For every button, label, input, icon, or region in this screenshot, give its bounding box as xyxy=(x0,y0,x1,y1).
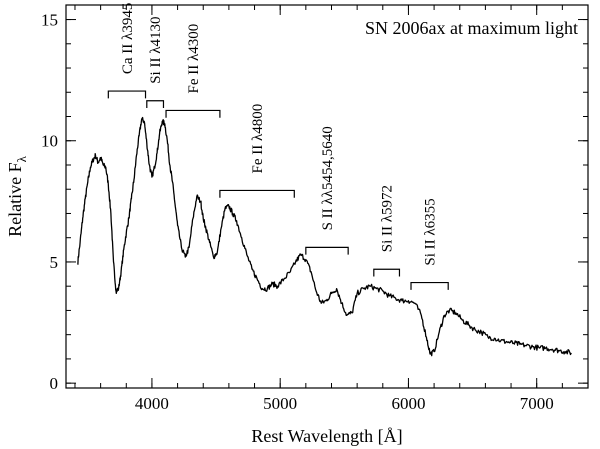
spectrum-line xyxy=(77,116,572,357)
annotation-bracket xyxy=(146,100,165,109)
annotation-bracket xyxy=(219,189,295,198)
annotation-bracket xyxy=(107,90,147,99)
annotation-bracket xyxy=(410,281,449,290)
x-tick-label: 5000 xyxy=(263,394,297,413)
y-tick-label: 15 xyxy=(41,11,58,30)
annotation-label: Ca II λ3945 xyxy=(120,3,136,74)
annotation-label: Fe II λ4800 xyxy=(250,104,266,174)
annotation-label: Fe II λ4300 xyxy=(186,24,202,94)
chart-title: SN 2006ax at maximum light xyxy=(365,18,578,38)
annotation-label: S II λλ5454,5640 xyxy=(320,126,336,230)
major-ticks xyxy=(66,5,588,388)
x-tick-label: 6000 xyxy=(391,394,425,413)
y-tick-label: 10 xyxy=(41,132,58,151)
y-axis-label-text: Relative F xyxy=(5,162,25,237)
line-annotations: Ca II λ3945 Si II λ4130 Fe II λ4300 Fe II λ… xyxy=(107,3,449,290)
y-axis-label-subscript: λ xyxy=(14,155,29,162)
y-axis-label: Relative Fλ xyxy=(5,155,29,237)
plot-frame xyxy=(65,4,589,389)
annotation-label: Si II λ6355 xyxy=(423,198,439,265)
y-tick-label: 5 xyxy=(50,253,59,272)
annotation-label: Si II λ5972 xyxy=(380,185,396,252)
annotation-bracket xyxy=(165,109,221,118)
x-tick-label: 7000 xyxy=(520,394,554,413)
y-tick-label: 0 xyxy=(50,374,59,393)
annotation-bracket xyxy=(373,268,401,277)
annotation-label: Si II λ4130 xyxy=(148,17,164,84)
annotation-bracket xyxy=(305,246,349,255)
x-axis-label: Rest Wavelength [Å] xyxy=(251,426,402,446)
x-tick-label: 4000 xyxy=(135,394,169,413)
tick-labels: 4000 5000 6000 7000 0 5 10 15 xyxy=(41,11,554,413)
